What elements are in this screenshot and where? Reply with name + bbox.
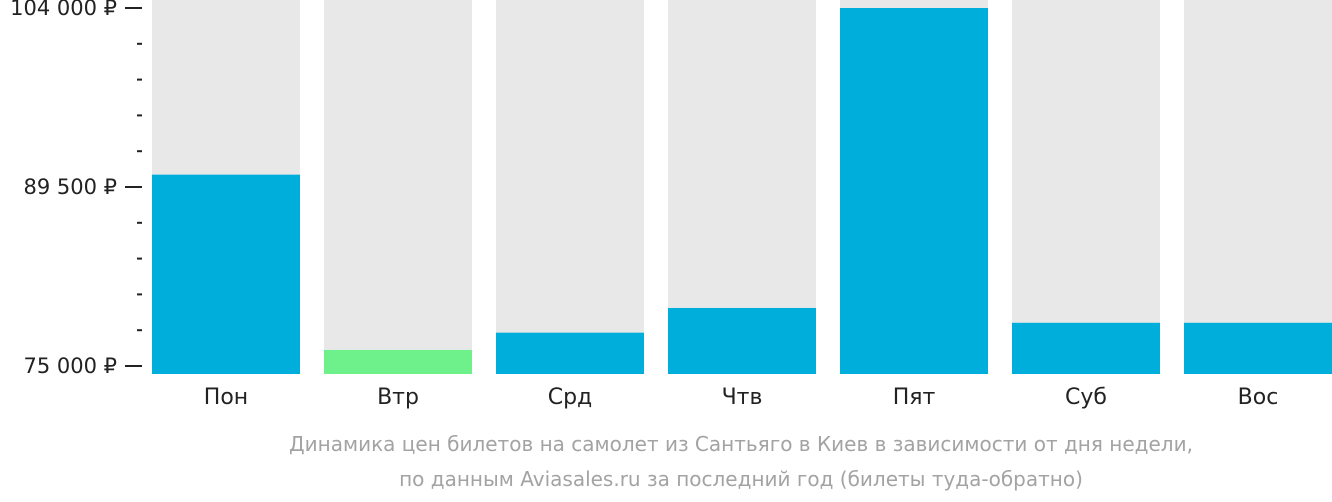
y-tick-label-1: 75 000 ₽ (23, 354, 117, 378)
y-axis: 75 000 ₽ 89 500 ₽ 104 000 ₽ (10, 0, 142, 378)
x-axis-labels: Пон Втр Срд Чтв Пят Суб Вос (204, 385, 1279, 410)
bar-6 (1012, 322, 1160, 374)
y-tick-label-3: 104 000 ₽ (10, 0, 117, 20)
bar-1 (152, 174, 300, 374)
bar-2 (324, 349, 472, 374)
y-tick-label-2: 89 500 ₽ (23, 175, 117, 199)
x-tick-label-6: Суб (1065, 385, 1107, 410)
x-tick-label-1: Пон (204, 385, 248, 410)
bar-3 (496, 332, 644, 374)
bar-background-3 (496, 0, 644, 374)
bar-background-6 (1012, 0, 1160, 374)
x-tick-label-5: Пят (893, 385, 936, 410)
bars (152, 8, 1332, 374)
bar-background-2 (324, 0, 472, 374)
x-tick-label-2: Втр (377, 385, 419, 410)
bar-5 (840, 8, 988, 374)
chart-caption-line-1: Динамика цен билетов на самолет из Санть… (289, 432, 1193, 456)
x-tick-label-3: Срд (548, 385, 593, 410)
bar-4 (668, 307, 816, 374)
bar-background-7 (1184, 0, 1332, 374)
chart-caption-line-2: по данным Aviasales.ru за последний год … (399, 467, 1083, 491)
x-tick-label-4: Чтв (722, 385, 763, 410)
x-tick-label-7: Вос (1238, 385, 1279, 410)
bar-7 (1184, 322, 1332, 374)
